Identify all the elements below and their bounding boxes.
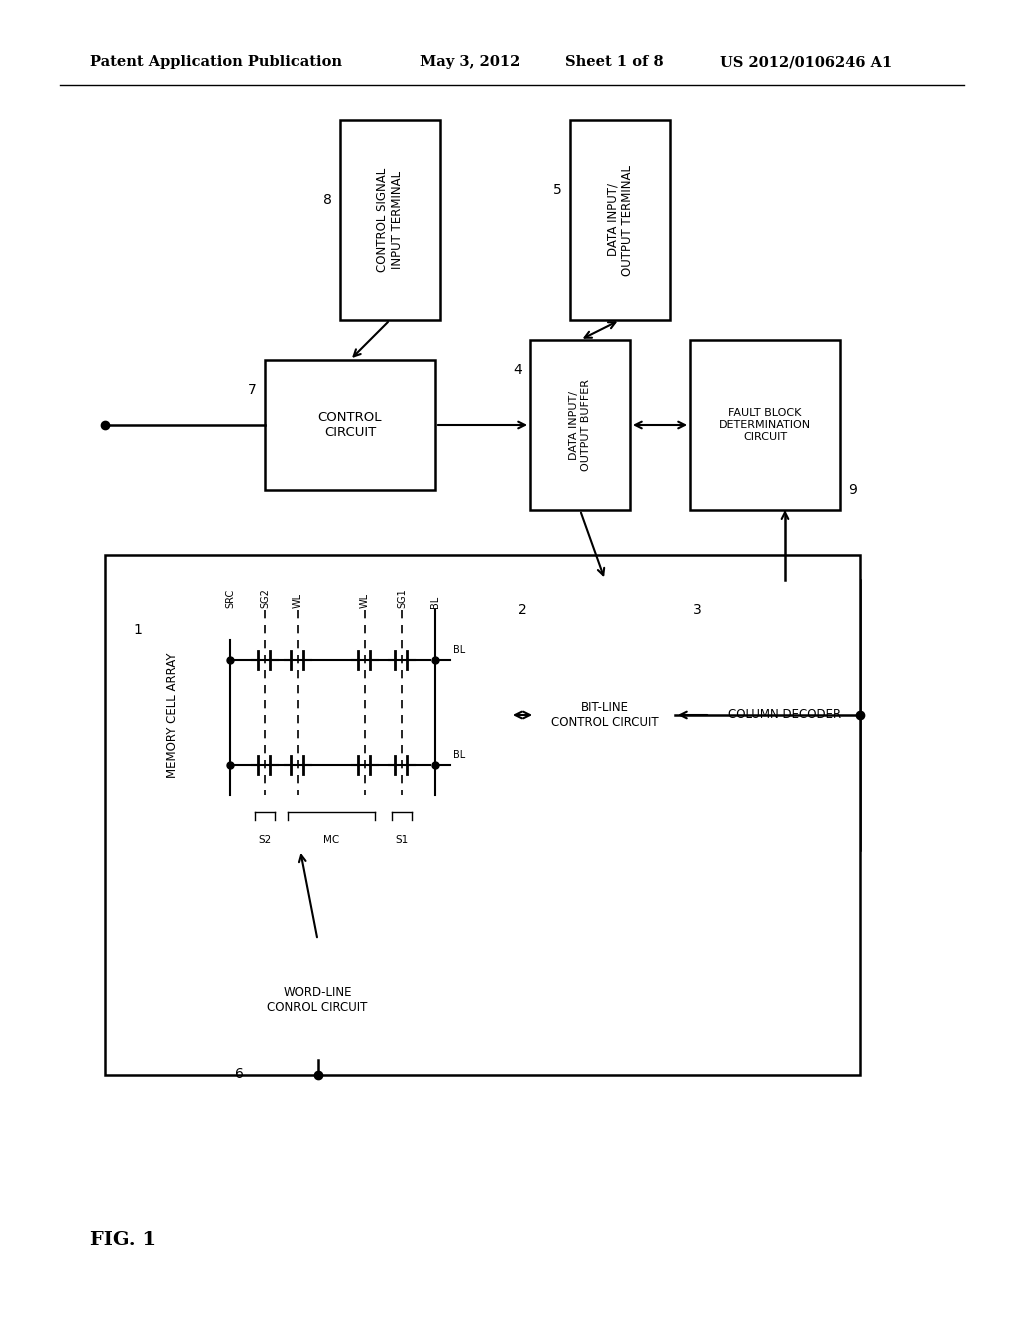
Text: WL: WL bbox=[293, 593, 303, 609]
Bar bbox=[150, 579, 510, 850]
Text: SRC: SRC bbox=[225, 589, 234, 609]
Text: May 3, 2012: May 3, 2012 bbox=[420, 55, 520, 69]
Bar bbox=[230, 940, 406, 1060]
Text: DATA INPUT/
OUTPUT BUFFER: DATA INPUT/ OUTPUT BUFFER bbox=[569, 379, 591, 471]
Bar bbox=[265, 360, 435, 490]
Text: Sheet 1 of 8: Sheet 1 of 8 bbox=[565, 55, 664, 69]
Bar bbox=[710, 579, 860, 850]
Text: BL: BL bbox=[453, 750, 465, 760]
Text: MEMORY CELL ARRAY: MEMORY CELL ARRAY bbox=[166, 652, 178, 777]
Text: BL: BL bbox=[453, 645, 465, 655]
Text: SG1: SG1 bbox=[397, 589, 407, 609]
Text: CONTROL
CIRCUIT: CONTROL CIRCUIT bbox=[317, 411, 382, 440]
Text: BIT-LINE
CONTROL CIRCUIT: BIT-LINE CONTROL CIRCUIT bbox=[551, 701, 658, 729]
Text: WORD-LINE
CONROL CIRCUIT: WORD-LINE CONROL CIRCUIT bbox=[267, 986, 368, 1014]
Bar bbox=[340, 120, 440, 319]
Text: 7: 7 bbox=[248, 383, 257, 397]
Text: 5: 5 bbox=[553, 183, 562, 197]
Bar bbox=[690, 341, 840, 510]
Bar bbox=[530, 341, 630, 510]
Text: WL: WL bbox=[360, 593, 370, 609]
Bar bbox=[105, 554, 860, 1074]
Text: 4: 4 bbox=[513, 363, 522, 378]
Text: BL: BL bbox=[430, 595, 440, 609]
Text: 3: 3 bbox=[693, 603, 702, 616]
Text: FAULT BLOCK
DETERMINATION
CIRCUIT: FAULT BLOCK DETERMINATION CIRCUIT bbox=[719, 408, 811, 442]
Text: DATA INPUT/
OUTPUT TERMINAL: DATA INPUT/ OUTPUT TERMINAL bbox=[606, 165, 634, 276]
Text: COLUMN DECODER: COLUMN DECODER bbox=[728, 709, 842, 722]
Bar bbox=[535, 579, 675, 850]
Text: 6: 6 bbox=[234, 1067, 244, 1081]
Text: MC: MC bbox=[324, 836, 340, 845]
Text: Patent Application Publication: Patent Application Publication bbox=[90, 55, 342, 69]
Text: SG2: SG2 bbox=[260, 589, 270, 609]
Bar bbox=[570, 120, 670, 319]
Text: 8: 8 bbox=[324, 193, 332, 207]
Text: 1: 1 bbox=[133, 623, 142, 638]
Text: 2: 2 bbox=[518, 603, 527, 616]
Text: FIG. 1: FIG. 1 bbox=[90, 1232, 156, 1249]
Text: S2: S2 bbox=[258, 836, 271, 845]
Text: CONTROL SIGNAL
INPUT TERMINAL: CONTROL SIGNAL INPUT TERMINAL bbox=[376, 168, 404, 272]
Text: US 2012/0106246 A1: US 2012/0106246 A1 bbox=[720, 55, 892, 69]
Text: 9: 9 bbox=[848, 483, 857, 498]
Text: S1: S1 bbox=[395, 836, 409, 845]
